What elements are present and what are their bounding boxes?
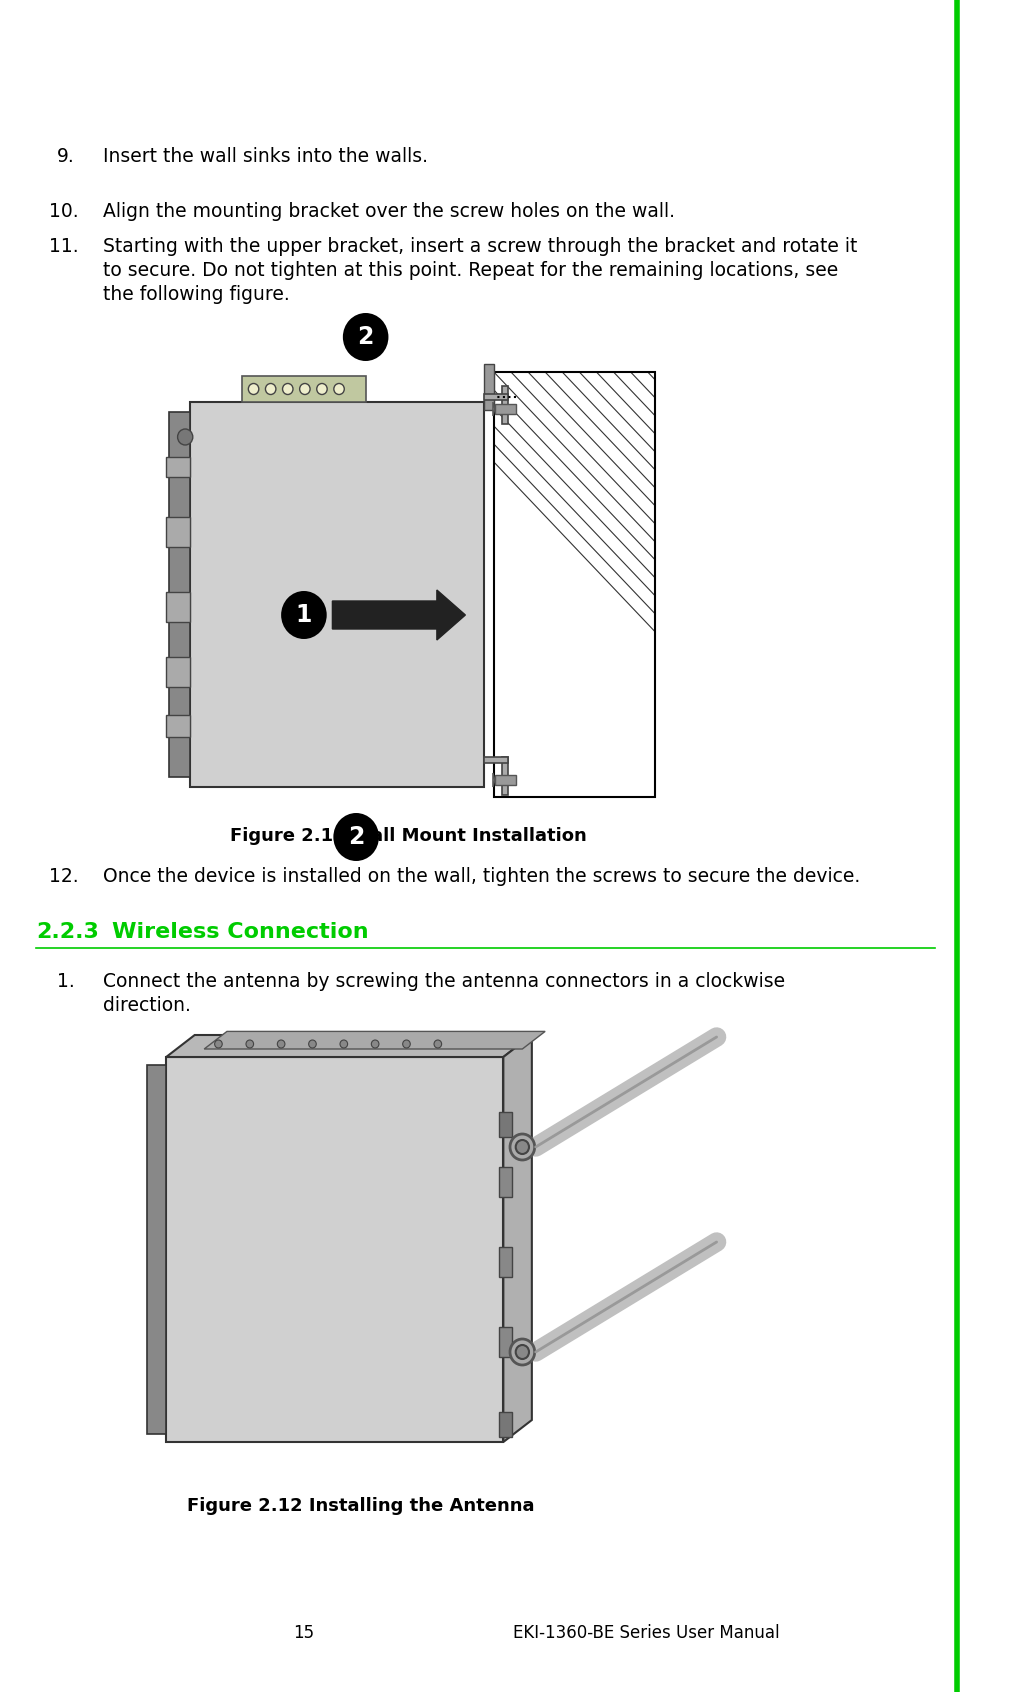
Bar: [147, 1064, 166, 1435]
Circle shape: [246, 1041, 254, 1047]
Bar: [498, 1413, 512, 1437]
Bar: [495, 404, 516, 415]
Bar: [494, 372, 655, 797]
Bar: [484, 394, 508, 399]
Bar: [166, 1058, 503, 1442]
Bar: [502, 386, 508, 425]
Text: 2: 2: [358, 325, 374, 349]
Polygon shape: [204, 1032, 545, 1049]
Polygon shape: [493, 773, 495, 787]
Circle shape: [516, 1140, 529, 1154]
Circle shape: [333, 812, 379, 861]
Circle shape: [516, 1345, 529, 1359]
Circle shape: [282, 384, 293, 394]
Circle shape: [510, 1134, 535, 1161]
Circle shape: [215, 1041, 222, 1047]
Bar: [498, 1167, 512, 1196]
Bar: [166, 518, 190, 547]
Bar: [484, 756, 508, 763]
Circle shape: [403, 1041, 411, 1047]
Bar: [166, 592, 190, 623]
Bar: [190, 403, 484, 787]
Polygon shape: [166, 1036, 532, 1058]
Bar: [169, 411, 190, 777]
Text: the following figure.: the following figure.: [103, 284, 289, 305]
Circle shape: [249, 384, 259, 394]
Text: Align the mounting bracket over the screw holes on the wall.: Align the mounting bracket over the scre…: [103, 201, 675, 222]
Text: 11.: 11.: [49, 237, 79, 255]
Bar: [498, 1327, 512, 1357]
Text: EKI-1360-BE Series User Manual: EKI-1360-BE Series User Manual: [513, 1624, 780, 1641]
Text: 1: 1: [296, 602, 312, 628]
Text: 12.: 12.: [49, 866, 79, 887]
Bar: [166, 656, 190, 687]
Text: 10.: 10.: [49, 201, 79, 222]
Bar: [495, 775, 516, 785]
Text: Wireless Connection: Wireless Connection: [112, 922, 369, 942]
Circle shape: [317, 384, 327, 394]
Text: Once the device is installed on the wall, tighten the screws to secure the devic: Once the device is installed on the wall…: [103, 866, 860, 887]
Bar: [498, 1112, 512, 1137]
Text: 2.2.3: 2.2.3: [36, 922, 99, 942]
Text: 2: 2: [347, 826, 365, 849]
Circle shape: [266, 384, 276, 394]
Text: Starting with the upper bracket, insert a screw through the bracket and rotate i: Starting with the upper bracket, insert …: [103, 237, 857, 255]
Polygon shape: [493, 403, 495, 416]
Circle shape: [300, 384, 310, 394]
Bar: [166, 716, 190, 738]
Bar: [484, 364, 494, 409]
Circle shape: [277, 1041, 285, 1047]
Text: 9.: 9.: [57, 147, 74, 166]
Text: 15: 15: [293, 1624, 315, 1641]
Circle shape: [177, 430, 193, 445]
Bar: [243, 376, 366, 403]
Circle shape: [340, 1041, 347, 1047]
Text: to secure. Do not tighten at this point. Repeat for the remaining locations, see: to secure. Do not tighten at this point.…: [103, 261, 838, 279]
Bar: [494, 372, 655, 797]
Bar: [502, 756, 508, 795]
Text: Insert the wall sinks into the walls.: Insert the wall sinks into the walls.: [103, 147, 428, 166]
Circle shape: [434, 1041, 441, 1047]
Circle shape: [334, 384, 344, 394]
Bar: [498, 1247, 512, 1277]
Circle shape: [510, 1338, 535, 1365]
Text: Figure 2.12 Installing the Antenna: Figure 2.12 Installing the Antenna: [187, 1497, 535, 1514]
Text: Connect the antenna by screwing the antenna connectors in a clockwise: Connect the antenna by screwing the ante…: [103, 971, 785, 992]
Polygon shape: [503, 1036, 532, 1442]
Text: direction.: direction.: [103, 997, 191, 1015]
Text: Figure 2.11 Wall Mount Installation: Figure 2.11 Wall Mount Installation: [230, 827, 587, 844]
Circle shape: [371, 1041, 379, 1047]
Bar: [166, 457, 190, 477]
FancyArrow shape: [332, 591, 466, 640]
Circle shape: [309, 1041, 316, 1047]
Circle shape: [281, 591, 327, 640]
Text: 1.: 1.: [57, 971, 74, 992]
Circle shape: [342, 313, 388, 360]
